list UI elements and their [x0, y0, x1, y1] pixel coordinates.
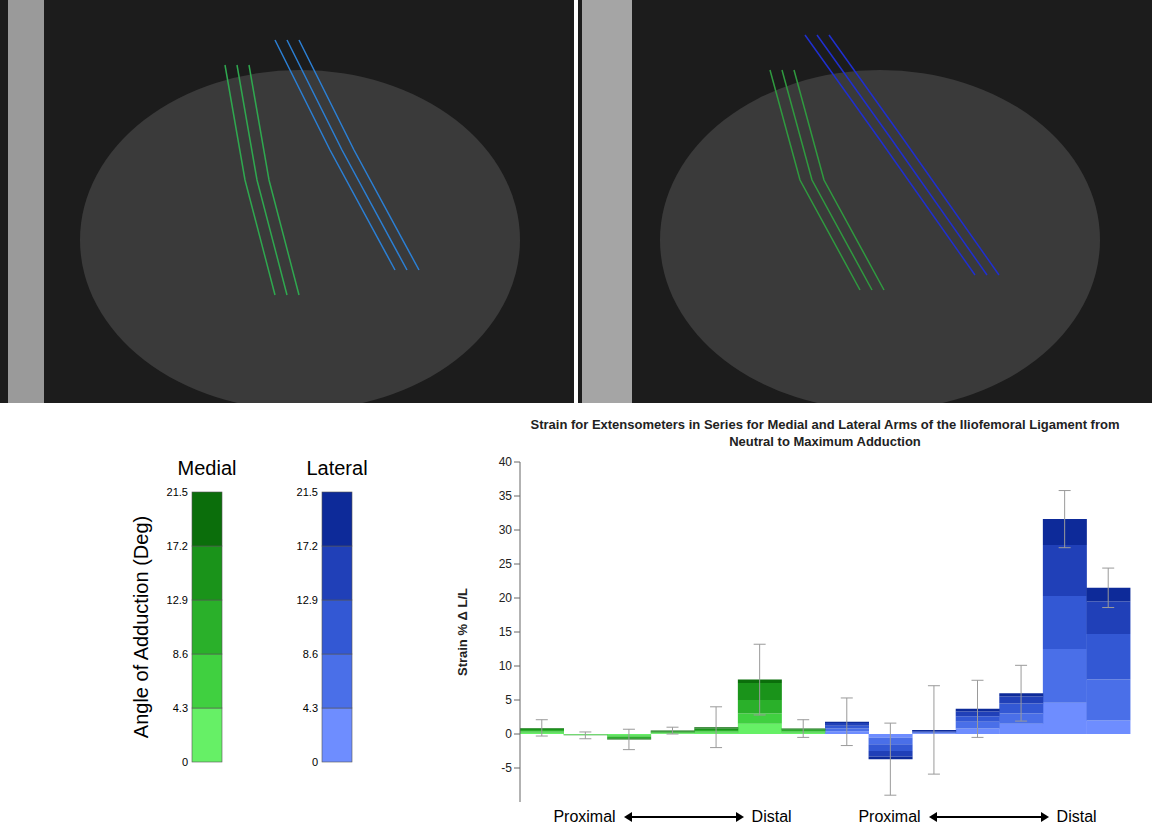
svg-text:17.2: 17.2: [297, 540, 318, 552]
svg-text:Strain % Δ L/L: Strain % Δ L/L: [455, 588, 470, 676]
svg-text:20: 20: [499, 591, 513, 605]
svg-text:35: 35: [499, 489, 513, 503]
svg-text:25: 25: [499, 557, 513, 571]
svg-text:15: 15: [499, 625, 513, 639]
svg-text:4.3: 4.3: [173, 702, 188, 714]
svg-text:40: 40: [499, 455, 513, 469]
svg-text:0: 0: [505, 727, 512, 741]
html-text:Proximal: Proximal: [858, 808, 921, 825]
svg-text:-5: -5: [501, 761, 512, 775]
svg-text:10: 10: [499, 659, 513, 673]
html-text:Proximal: Proximal: [553, 808, 616, 825]
svg-text:8.6: 8.6: [173, 648, 188, 660]
html-text:Strain for Extensometers in Se: Strain for Extensometers in Series for M…: [530, 417, 1120, 449]
svg-text:Angle of Adduction (Deg): Angle of Adduction (Deg): [130, 516, 152, 738]
svg-text:Lateral: Lateral: [306, 457, 367, 479]
svg-text:4.3: 4.3: [303, 702, 318, 714]
svg-text:12.9: 12.9: [297, 594, 318, 606]
svg-text:0: 0: [182, 756, 188, 768]
svg-text:Medial: Medial: [178, 457, 237, 479]
html-text:Distal: Distal: [1056, 808, 1097, 825]
svg-text:21.5: 21.5: [297, 486, 318, 498]
svg-text:0: 0: [312, 756, 318, 768]
svg-text:5: 5: [505, 693, 512, 707]
svg-text:8.6: 8.6: [303, 648, 318, 660]
svg-text:12.9: 12.9: [167, 594, 188, 606]
svg-text:17.2: 17.2: [167, 540, 188, 552]
html-text:Distal: Distal: [751, 808, 792, 825]
svg-text:21.5: 21.5: [167, 486, 188, 498]
svg-text:30: 30: [499, 523, 513, 537]
